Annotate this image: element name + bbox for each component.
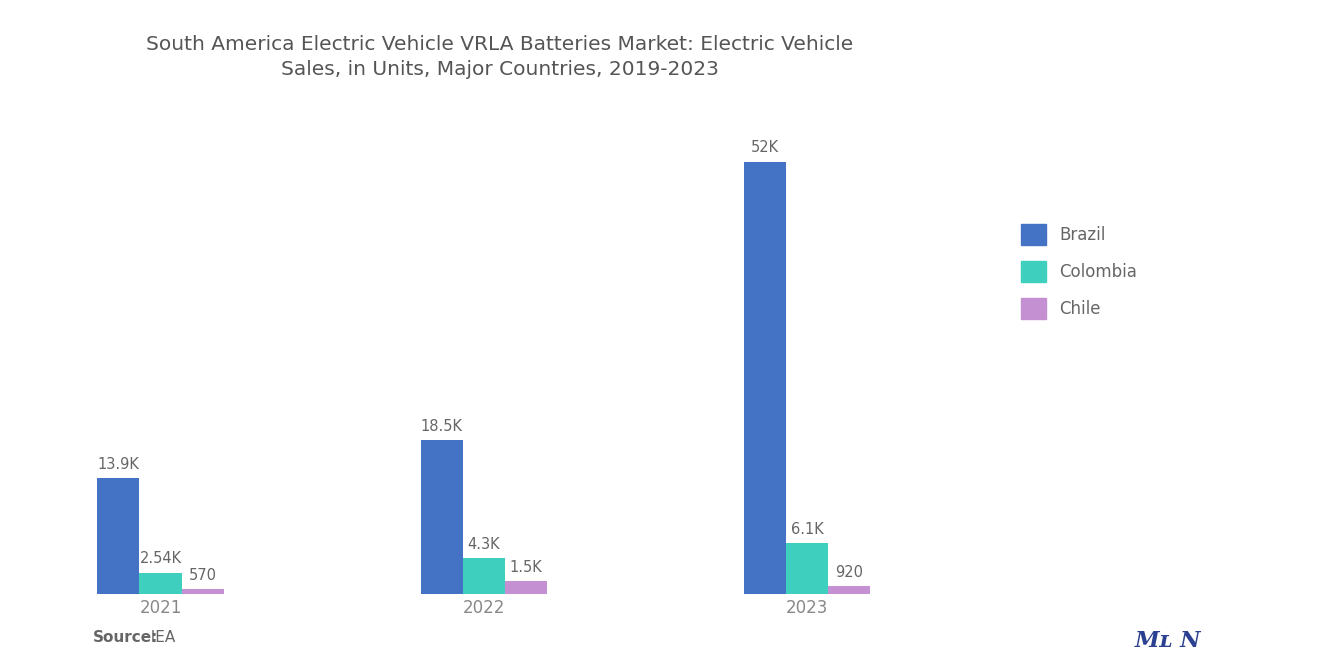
- Legend: Brazil, Colombia, Chile: Brazil, Colombia, Chile: [1012, 216, 1146, 327]
- Bar: [504, 581, 546, 594]
- Text: IEA: IEA: [141, 630, 176, 645]
- Text: Mʟ N: Mʟ N: [1135, 630, 1201, 652]
- Text: 6.1K: 6.1K: [791, 521, 824, 537]
- Text: 4.3K: 4.3K: [467, 537, 500, 551]
- Bar: [421, 440, 463, 594]
- Text: Source:: Source:: [92, 630, 158, 645]
- Text: 18.5K: 18.5K: [421, 418, 463, 434]
- Text: 1.5K: 1.5K: [510, 560, 543, 575]
- Text: 570: 570: [189, 567, 216, 583]
- Text: 920: 920: [836, 565, 863, 580]
- Text: 13.9K: 13.9K: [98, 457, 140, 471]
- Bar: [98, 478, 140, 594]
- Text: 2.54K: 2.54K: [140, 551, 182, 566]
- Bar: [744, 162, 787, 594]
- Text: 52K: 52K: [751, 140, 779, 156]
- Title: South America Electric Vehicle VRLA Batteries Market: Electric Vehicle
Sales, in: South America Electric Vehicle VRLA Batt…: [147, 35, 854, 79]
- Bar: [828, 587, 870, 594]
- Bar: [140, 573, 182, 594]
- Bar: [787, 543, 828, 594]
- Bar: [182, 589, 223, 594]
- Bar: [463, 558, 504, 594]
